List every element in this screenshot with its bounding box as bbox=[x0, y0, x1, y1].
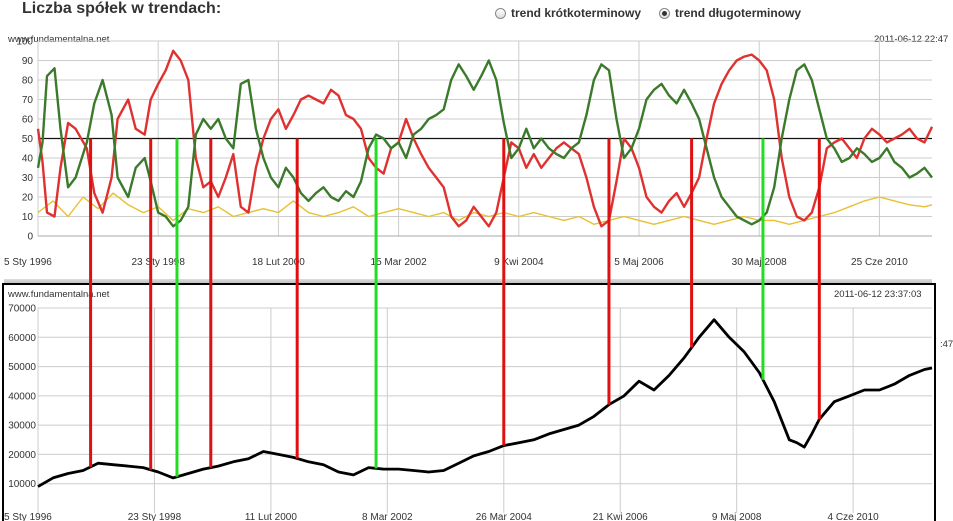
bottom-x-tick-label: 9 Maj 2008 bbox=[712, 512, 762, 521]
top-x-tick-label: 23 Sty 1998 bbox=[132, 257, 186, 268]
top-y-tick-label: 80 bbox=[22, 76, 34, 87]
radio-long-term-label[interactable]: trend długoterminowy bbox=[675, 6, 802, 20]
trend-type-radio-group: trend krótkoterminowy trend długotermino… bbox=[495, 6, 801, 20]
top-y-tick-label: 10 bbox=[22, 212, 34, 223]
bottom-series-index bbox=[37, 318, 933, 488]
top-y-tick-label: 30 bbox=[22, 173, 34, 184]
top-y-tick-label: 0 bbox=[27, 232, 33, 243]
bottom-x-tick-label: 8 Mar 2002 bbox=[362, 512, 413, 521]
top-x-tick-label: 5 Maj 2006 bbox=[614, 257, 664, 268]
radio-long-term[interactable]: trend długoterminowy bbox=[659, 6, 801, 20]
bottom-y-tick-label: 50000 bbox=[8, 362, 36, 373]
top-y-tick-label: 40 bbox=[22, 154, 34, 165]
bottom-y-tick-label: 40000 bbox=[8, 391, 36, 402]
radio-short-term-indicator[interactable] bbox=[495, 7, 506, 19]
bottom-x-tick-label: 11 Lut 2000 bbox=[245, 512, 298, 521]
top-chart-source: www.fundamentalna.net bbox=[8, 34, 110, 45]
bottom-y-tick-label: 30000 bbox=[8, 421, 36, 432]
bottom-x-tick-label: 21 Kwi 2006 bbox=[593, 512, 648, 521]
bottom-y-tick-label: 20000 bbox=[8, 450, 36, 461]
top-y-tick-label: 90 bbox=[22, 56, 34, 67]
top-y-tick-label: 100 bbox=[16, 37, 33, 48]
bottom-x-tick-label: 5 Sty 1996 bbox=[4, 512, 52, 521]
top-series-red bbox=[36, 49, 934, 228]
radio-short-term-label[interactable]: trend krótkoterminowy bbox=[511, 6, 642, 20]
cut-off-timestamp: :47 bbox=[940, 339, 953, 350]
top-series-green bbox=[36, 59, 933, 228]
top-x-tick-label: 30 Maj 2008 bbox=[732, 257, 787, 268]
bottom-chart-frame bbox=[2, 283, 936, 521]
top-x-tick-label: 9 Kwi 2004 bbox=[494, 257, 544, 268]
bottom-x-tick-label: 4 Cze 2010 bbox=[828, 512, 880, 521]
bottom-y-tick-label: 60000 bbox=[8, 333, 36, 344]
top-y-tick-label: 60 bbox=[22, 115, 34, 126]
bottom-y-tick-label: 10000 bbox=[8, 479, 36, 490]
bottom-chart-header-band bbox=[4, 279, 932, 284]
bottom-chart-timestamp: 2011-06-12 23:37:03 bbox=[834, 289, 922, 300]
top-x-tick-label: 18 Lut 2000 bbox=[252, 257, 305, 268]
top-x-tick-label: 5 Sty 1996 bbox=[4, 257, 52, 268]
top-x-tick-label: 25 Cze 2010 bbox=[851, 257, 908, 268]
top-y-tick-label: 50 bbox=[22, 134, 34, 145]
page-title: Liczba spółek w trendach: bbox=[22, 0, 222, 17]
radio-short-term[interactable]: trend krótkoterminowy bbox=[495, 6, 641, 20]
bottom-x-tick-label: 23 Sty 1998 bbox=[128, 512, 182, 521]
bottom-x-tick-label: 26 Mar 2004 bbox=[476, 512, 533, 521]
bottom-chart: 10000 20000 30000 40000 50000 60000 70000 5 Sty… bbox=[4, 304, 933, 521]
top-y-tick-label: 20 bbox=[22, 193, 34, 204]
bottom-chart-source: www.fundamentalna.net bbox=[8, 289, 110, 300]
top-chart: 0 10 20 30 40 50 60 70 80 90 100 5 Sty 1996 23 Sty 1… bbox=[4, 37, 934, 268]
top-x-tick-label: 15 Mar 2002 bbox=[371, 257, 428, 268]
top-chart-timestamp: 2011-06-12 22:47 bbox=[874, 34, 949, 45]
bottom-y-tick-label: 70000 bbox=[8, 304, 36, 315]
radio-long-term-indicator[interactable] bbox=[659, 7, 671, 19]
trend-change-markers bbox=[89, 138, 821, 477]
top-y-tick-label: 70 bbox=[22, 95, 34, 106]
